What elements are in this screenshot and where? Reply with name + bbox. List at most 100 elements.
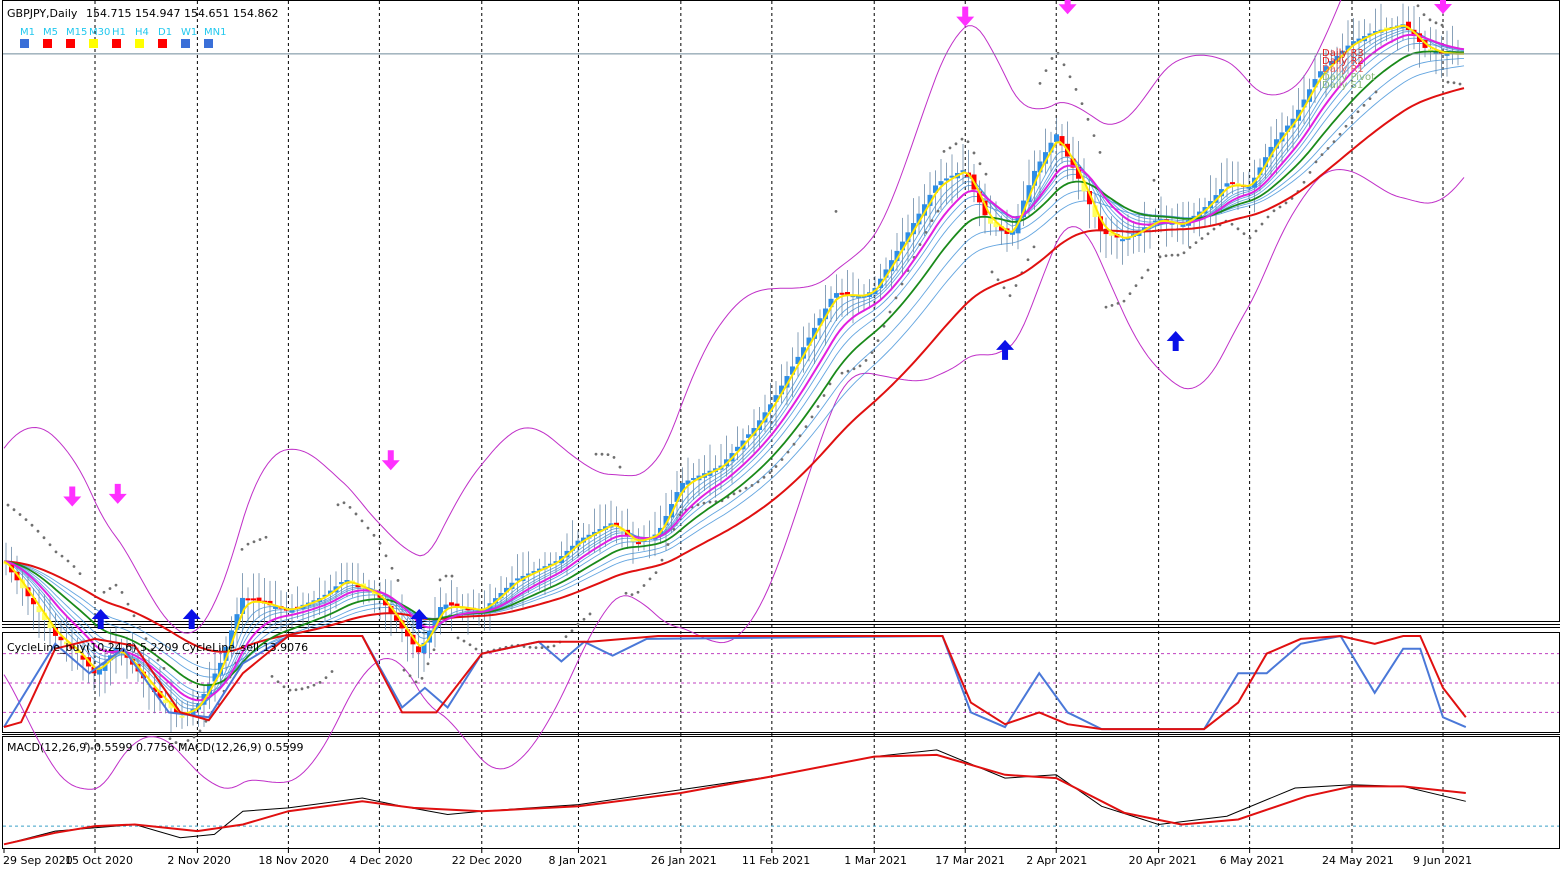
candle-body — [377, 595, 383, 598]
ribbon-ma-line — [3, 37, 1465, 698]
sar-dot — [354, 512, 358, 516]
candle-body — [1290, 118, 1296, 128]
sar-dot — [1260, 222, 1264, 226]
sar-dot — [1074, 88, 1078, 91]
sar-dot — [924, 230, 928, 234]
timeframe-label[interactable]: M1 — [20, 27, 35, 38]
timeframe-label[interactable]: M5 — [43, 27, 58, 38]
sar-dot — [174, 741, 178, 744]
sar-dot — [1086, 117, 1090, 121]
timeframe-label[interactable]: H4 — [135, 27, 149, 38]
candle-body — [889, 260, 894, 272]
sar-dot — [1206, 232, 1210, 236]
candle-body — [1081, 180, 1087, 192]
candle-body — [801, 347, 806, 359]
sar-dot — [612, 456, 616, 459]
sar-dot — [1266, 215, 1270, 219]
indicator-levels — [3, 653, 1559, 827]
candle-body — [405, 629, 410, 637]
sar-dot — [1236, 227, 1240, 231]
sar-dot — [342, 501, 346, 505]
sar-dot — [1194, 241, 1198, 245]
sar-dot — [276, 680, 280, 684]
ribbon-ma-line — [3, 27, 1465, 710]
candle-body — [823, 308, 828, 320]
candle-body — [31, 597, 36, 605]
sar-dot — [786, 450, 790, 454]
candle-body — [64, 641, 69, 645]
sar-dot — [60, 554, 64, 558]
sar-dot — [702, 501, 706, 505]
candle-body — [141, 671, 146, 679]
timeframe-label[interactable]: M15 — [66, 27, 87, 38]
sar-dot — [258, 538, 262, 541]
timeframe-label[interactable]: H1 — [112, 27, 126, 38]
sar-dot — [954, 142, 958, 146]
sar-dot — [528, 645, 532, 649]
candle-body — [1323, 66, 1329, 73]
sar-dot — [1122, 299, 1126, 303]
timeframe-panel[interactable]: M1 M5 M15 M30 H1 H4 D1 W1 MN1 — [20, 27, 226, 48]
candle-body — [1279, 132, 1285, 142]
sar-dot — [1110, 303, 1114, 307]
sar-dot — [372, 533, 376, 537]
symbol-title: GBPJPY,Daily — [7, 7, 78, 20]
sar-dot — [108, 587, 112, 590]
sar-dot — [30, 523, 34, 527]
sar-dot — [42, 536, 46, 540]
timeframe-state-box — [66, 39, 75, 48]
sar-dot — [132, 614, 136, 618]
x-tick-label: 2 Apr 2021 — [1026, 854, 1087, 867]
candle-body — [790, 366, 795, 375]
candle-body — [1092, 205, 1098, 218]
sar-dot — [1422, 13, 1426, 17]
ohlc-readout: 154.715 154.947 154.651 154.862 — [86, 7, 278, 20]
sar-dot — [978, 162, 982, 166]
x-tick-label: 20 Apr 2021 — [1129, 854, 1197, 867]
sar-dot — [1368, 97, 1372, 100]
x-tick-label: 18 Nov 2020 — [258, 854, 328, 867]
sar-dot — [384, 554, 388, 558]
candle-body — [212, 673, 218, 682]
candle-body — [1263, 157, 1268, 168]
timeframe-label[interactable]: D1 — [158, 27, 172, 38]
candle-body — [1422, 40, 1428, 48]
sar-dot — [900, 282, 904, 286]
sar-dot — [54, 550, 58, 554]
sar-dot — [600, 452, 604, 456]
candle-body — [1180, 224, 1186, 227]
sar-dot — [552, 644, 556, 648]
candle-body — [636, 542, 641, 545]
candle-body — [548, 563, 553, 566]
sar-dot — [324, 676, 328, 680]
timeframe-label[interactable]: W1 — [181, 27, 197, 38]
candle-body — [1169, 222, 1175, 225]
x-tick-label: 2 Nov 2020 — [167, 854, 230, 867]
sar-dot — [1044, 69, 1048, 73]
sar-dot — [882, 324, 886, 328]
x-tick-label: 26 Jan 2021 — [651, 854, 717, 867]
sar-dot — [630, 593, 634, 597]
sar-dot — [1014, 284, 1018, 287]
candle-body — [553, 561, 559, 564]
sar-dot — [408, 674, 412, 678]
candle-body — [421, 642, 427, 654]
candle-body — [988, 217, 993, 224]
sar-dot — [984, 172, 988, 176]
parabolic-sar — [6, 4, 1462, 750]
sar-dot — [1344, 124, 1348, 128]
timeframe-state-box — [112, 39, 121, 48]
sar-dot — [1338, 132, 1342, 136]
timeframe-label[interactable]: MN1 — [204, 27, 226, 38]
sar-dot — [1440, 23, 1444, 27]
candle-body — [537, 568, 542, 571]
timeframe-label[interactable]: M30 — [89, 27, 110, 38]
macd-pane-frame — [2, 736, 1560, 849]
sar-dot — [1356, 110, 1360, 114]
sar-dot — [1104, 305, 1108, 309]
candle-body — [531, 571, 537, 574]
candle-body — [669, 504, 674, 518]
